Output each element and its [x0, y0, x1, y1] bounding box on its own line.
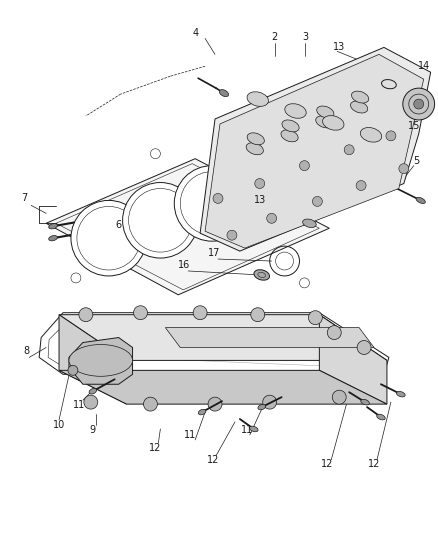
Polygon shape — [165, 328, 374, 348]
Ellipse shape — [285, 104, 306, 118]
Circle shape — [193, 306, 207, 320]
Ellipse shape — [361, 399, 369, 405]
Text: 7: 7 — [21, 193, 27, 204]
Text: 2: 2 — [272, 33, 278, 43]
Circle shape — [71, 200, 146, 276]
Ellipse shape — [219, 90, 229, 96]
Text: 13: 13 — [254, 196, 266, 205]
Circle shape — [79, 308, 93, 321]
Text: 14: 14 — [417, 61, 430, 71]
Circle shape — [208, 397, 222, 411]
Ellipse shape — [250, 426, 258, 432]
Ellipse shape — [198, 409, 206, 415]
Circle shape — [399, 164, 409, 174]
Polygon shape — [69, 337, 133, 384]
Circle shape — [251, 308, 265, 321]
Ellipse shape — [49, 223, 57, 229]
Ellipse shape — [351, 91, 369, 103]
Circle shape — [213, 193, 223, 204]
Circle shape — [123, 182, 198, 258]
Text: 12: 12 — [321, 459, 333, 469]
Ellipse shape — [247, 133, 265, 145]
Ellipse shape — [282, 120, 299, 132]
Text: 3: 3 — [302, 33, 308, 43]
Ellipse shape — [69, 344, 133, 376]
Ellipse shape — [350, 101, 368, 113]
Polygon shape — [59, 314, 387, 360]
Ellipse shape — [317, 106, 334, 118]
Text: 5: 5 — [413, 156, 420, 166]
Text: 11: 11 — [73, 400, 85, 410]
Circle shape — [255, 179, 265, 189]
Circle shape — [308, 311, 322, 325]
Text: 8: 8 — [23, 346, 29, 357]
Ellipse shape — [377, 414, 385, 420]
Polygon shape — [319, 314, 387, 404]
Ellipse shape — [49, 236, 57, 241]
Text: 12: 12 — [368, 459, 380, 469]
Ellipse shape — [396, 391, 405, 397]
Text: 17: 17 — [208, 248, 220, 258]
Ellipse shape — [322, 116, 344, 130]
Circle shape — [312, 197, 322, 206]
Circle shape — [357, 341, 371, 354]
Circle shape — [144, 397, 157, 411]
Circle shape — [327, 326, 341, 340]
Text: 10: 10 — [53, 420, 65, 430]
Text: 12: 12 — [207, 455, 219, 465]
Circle shape — [263, 395, 277, 409]
Polygon shape — [59, 370, 387, 404]
Polygon shape — [59, 314, 127, 404]
Circle shape — [226, 148, 301, 223]
Ellipse shape — [258, 405, 265, 410]
Circle shape — [386, 131, 396, 141]
Circle shape — [403, 88, 434, 120]
Ellipse shape — [89, 389, 96, 394]
Text: 11: 11 — [241, 425, 253, 435]
Ellipse shape — [281, 130, 298, 142]
Circle shape — [414, 99, 424, 109]
Circle shape — [84, 395, 98, 409]
Text: 4: 4 — [192, 28, 198, 38]
Text: 13: 13 — [333, 43, 345, 52]
Ellipse shape — [360, 127, 382, 142]
Circle shape — [300, 160, 309, 171]
Text: 15: 15 — [408, 121, 420, 131]
Ellipse shape — [254, 270, 269, 280]
Polygon shape — [200, 47, 431, 251]
Text: 6: 6 — [116, 220, 122, 230]
Circle shape — [68, 365, 78, 375]
Ellipse shape — [247, 92, 268, 107]
Circle shape — [267, 213, 277, 223]
Circle shape — [174, 166, 250, 241]
Ellipse shape — [316, 116, 333, 128]
Circle shape — [344, 145, 354, 155]
Circle shape — [356, 181, 366, 190]
Polygon shape — [205, 54, 424, 248]
Polygon shape — [46, 159, 329, 295]
Text: 12: 12 — [149, 443, 162, 453]
Ellipse shape — [246, 143, 263, 155]
Circle shape — [332, 390, 346, 404]
Circle shape — [134, 306, 148, 320]
Text: 11: 11 — [184, 430, 196, 440]
Ellipse shape — [416, 197, 425, 204]
Ellipse shape — [303, 219, 316, 228]
Circle shape — [227, 230, 237, 240]
Text: 9: 9 — [90, 425, 96, 435]
Text: 16: 16 — [178, 260, 191, 270]
